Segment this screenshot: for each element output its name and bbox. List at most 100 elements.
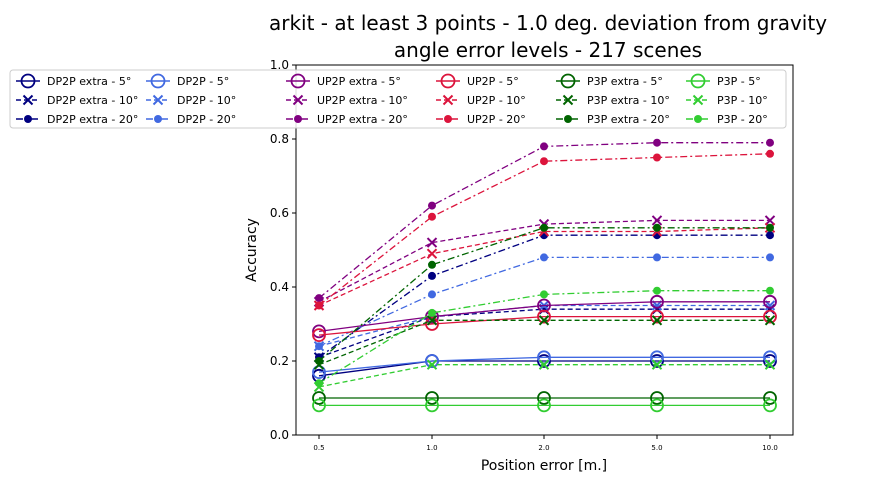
series-5: [315, 253, 774, 351]
legend-frame: [9, 69, 787, 129]
x-axis: 0.5 1.0 2.0 5.0 10.0: [313, 435, 778, 452]
legend-label: UP2P - 20°: [467, 113, 526, 126]
y-tick-label: 1.0: [270, 58, 289, 72]
y-axis-label: Accuracy: [244, 218, 260, 282]
legend-label: P3P - 10°: [717, 94, 768, 107]
data-point: [428, 212, 436, 221]
data-point: [425, 317, 439, 331]
legend-item: P3P - 20°: [686, 113, 768, 126]
data-point: [650, 398, 664, 413]
data-point: [763, 294, 777, 309]
data-point: [766, 286, 774, 295]
data-point: [426, 237, 438, 248]
series-line: [318, 364, 770, 388]
data-point: [653, 286, 661, 295]
series-line: [318, 227, 771, 307]
series-16: [313, 359, 776, 393]
legend-label: DP2P extra - 20°: [47, 113, 138, 126]
data-point: [315, 294, 323, 303]
data-point: [540, 157, 548, 166]
legend-label: P3P extra - 20°: [587, 113, 670, 126]
legend-item: DP2P extra - 5°: [16, 73, 131, 89]
legend-marker: [692, 94, 704, 106]
data-point: [653, 153, 661, 162]
data-point: [763, 354, 777, 368]
legend: DP2P extra - 5° DP2P extra - 10° DP2P extr…: [9, 69, 787, 129]
data-point: [764, 300, 776, 311]
data-point: [315, 342, 323, 351]
series-8: [315, 138, 774, 303]
legend-marker: [150, 73, 166, 89]
data-point: [426, 315, 438, 326]
data-point: [537, 391, 551, 405]
data-point: [540, 223, 548, 232]
legend-item: UP2P extra - 20°: [286, 113, 408, 126]
legend-marker: [440, 73, 456, 89]
data-point: [428, 201, 436, 210]
data-point: [650, 354, 664, 368]
data-point: [428, 260, 436, 269]
data-point: [653, 253, 661, 262]
data-point: [764, 359, 776, 370]
legend-label: UP2P extra - 20°: [317, 113, 408, 126]
legend-item: UP2P - 5°: [436, 73, 519, 89]
legend-item: DP2P extra - 20°: [16, 113, 138, 126]
y-tick-label: 0.0: [270, 428, 289, 442]
data-point: [763, 398, 777, 413]
data-point: [425, 391, 439, 405]
chart-subtitle: angle error levels - 217 scenes: [394, 38, 702, 62]
legend-label: DP2P - 5°: [177, 75, 229, 88]
legend-marker: [20, 73, 36, 89]
data-point: [537, 398, 551, 413]
series-15: [312, 398, 777, 413]
legend-marker: [442, 94, 454, 106]
legend-label: DP2P extra - 5°: [47, 75, 131, 88]
chart-title: arkit - at least 3 points - 1.0 deg. dev…: [269, 11, 827, 35]
legend-marker: [694, 115, 702, 123]
y-axis: 0.0 0.2 0.4 0.6 0.8 1.0: [270, 58, 296, 442]
data-point: [538, 359, 550, 370]
series-0: [312, 354, 777, 383]
legend-marker: [152, 94, 164, 106]
legend-item: P3P - 5°: [686, 73, 761, 89]
data-point: [312, 328, 326, 343]
data-point: [312, 324, 326, 339]
legend-item: P3P extra - 10°: [556, 94, 670, 107]
legend-marker: [564, 115, 572, 123]
data-point: [651, 315, 663, 326]
legend-marker: [444, 115, 452, 123]
legend-marker: [560, 73, 576, 89]
x-tick-label: 0.5: [313, 444, 324, 452]
series-17: [315, 286, 774, 388]
data-point: [312, 391, 326, 405]
y-tick-label: 0.8: [270, 132, 289, 146]
legend-item: P3P extra - 20°: [556, 113, 670, 126]
data-point: [315, 301, 323, 310]
series-line: [318, 319, 770, 366]
legend-label: UP2P - 10°: [467, 94, 526, 107]
series-12: [312, 391, 777, 405]
series-1: [313, 303, 776, 363]
y-tick-label: 0.4: [270, 280, 289, 294]
data-point: [428, 308, 436, 317]
series-line: [318, 301, 770, 333]
legend-item: DP2P - 5°: [146, 73, 229, 89]
legend-item: P3P extra - 5°: [556, 73, 663, 89]
data-point: [766, 231, 774, 240]
legend-label: P3P - 20°: [717, 113, 768, 126]
data-point: [426, 359, 438, 370]
legend-label: P3P extra - 5°: [587, 75, 663, 88]
data-point: [651, 215, 663, 226]
legend-item: DP2P extra - 10°: [16, 94, 138, 107]
data-point: [315, 357, 323, 365]
series-14: [315, 223, 774, 365]
data-point: [651, 359, 663, 370]
data-point: [653, 223, 661, 232]
series-line: [318, 304, 770, 347]
legend-marker: [290, 73, 306, 89]
legend-label: P3P extra - 10°: [587, 94, 670, 107]
data-point: [650, 294, 664, 309]
data-point: [428, 290, 436, 299]
legend-label: UP2P - 5°: [467, 75, 519, 88]
